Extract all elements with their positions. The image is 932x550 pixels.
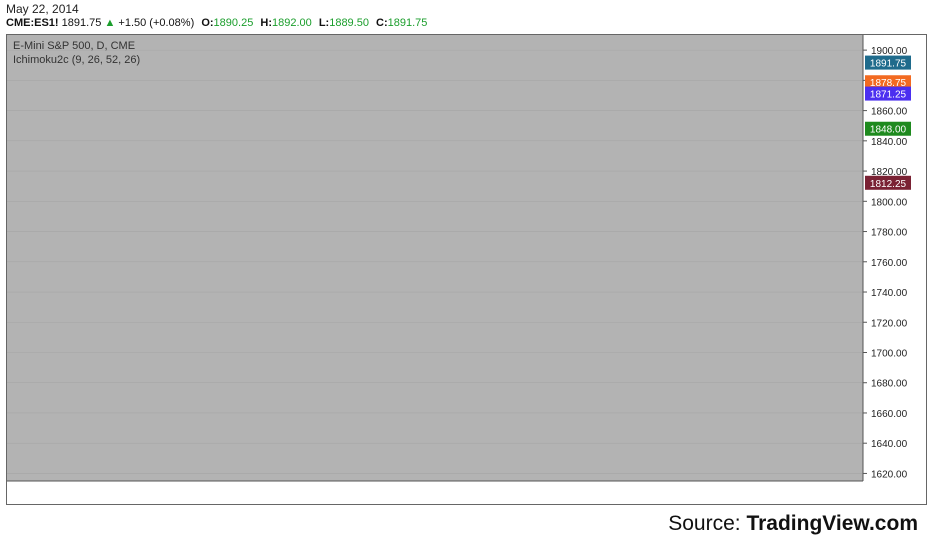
y-tick-label: 1780.00 bbox=[871, 228, 908, 239]
price-label: 1812.25 bbox=[870, 179, 907, 190]
price-label: 1878.75 bbox=[870, 78, 907, 89]
source-prefix: Source: bbox=[668, 512, 741, 535]
y-tick-label: 1760.00 bbox=[871, 258, 908, 269]
price-label: 1871.25 bbox=[870, 90, 907, 101]
price-change: +1.50 (+0.08%) bbox=[118, 17, 195, 29]
last-price: 1891.75 bbox=[61, 17, 102, 29]
price-label-box bbox=[865, 86, 911, 101]
y-tick-label: 1700.00 bbox=[871, 348, 908, 359]
high-label: H: bbox=[260, 17, 272, 29]
price-label-box bbox=[865, 121, 911, 136]
price-label: 1848.00 bbox=[870, 125, 907, 136]
y-tick-label: 1720.00 bbox=[871, 318, 908, 329]
chart-date: May 22, 2014 bbox=[6, 2, 79, 16]
close-label: C: bbox=[376, 17, 388, 29]
low-value: 1889.50 bbox=[329, 17, 369, 29]
y-tick-label: 1820.00 bbox=[871, 167, 908, 178]
y-tick-label: 1740.00 bbox=[871, 288, 908, 299]
chart-frame[interactable]: 1620.00 1640.00 1660.00 1680.00 1700.00 1720.… bbox=[6, 34, 927, 505]
ichimoku-chart[interactable]: 1620.00 1640.00 1660.00 1680.00 1700.00 1720.… bbox=[7, 35, 926, 504]
source-name: TradingView.com bbox=[746, 512, 918, 535]
y-tick-label: 1900.00 bbox=[871, 46, 908, 57]
y-tick-label: 1640.00 bbox=[871, 439, 908, 450]
price-label-box bbox=[865, 175, 911, 190]
close-value: 1891.75 bbox=[387, 17, 428, 29]
chart-title: E-Mini S&P 500, D, CME bbox=[13, 40, 135, 52]
chart-subtitle: Ichimoku2c (9, 26, 52, 26) bbox=[13, 54, 140, 66]
y-tick-label: 1840.00 bbox=[871, 137, 908, 148]
y-tick-label: 1620.00 bbox=[871, 469, 908, 480]
symbol-label[interactable]: CME:ES1! bbox=[6, 17, 59, 29]
y-tick-label: 1680.00 bbox=[871, 379, 908, 390]
price-label-box bbox=[865, 75, 911, 90]
source-credit: Source: TradingView.com bbox=[668, 512, 918, 536]
up-arrow-icon: ▲ bbox=[104, 17, 116, 29]
low-label: L: bbox=[318, 17, 330, 29]
price-label-box bbox=[865, 55, 911, 70]
y-tick-label: 1800.00 bbox=[871, 197, 908, 208]
open-label: O: bbox=[201, 17, 214, 29]
y-tick-label: 1660.00 bbox=[871, 409, 908, 420]
quote-line: CME:ES1! 1891.75 ▲ +1.50 (+0.08%) O:1890… bbox=[6, 17, 427, 29]
price-label: 1891.75 bbox=[870, 59, 907, 70]
open-value: 1890.25 bbox=[213, 17, 254, 29]
y-tick-label: 1860.00 bbox=[871, 107, 908, 118]
high-value: 1892.00 bbox=[271, 17, 312, 29]
plot-background bbox=[7, 35, 863, 481]
